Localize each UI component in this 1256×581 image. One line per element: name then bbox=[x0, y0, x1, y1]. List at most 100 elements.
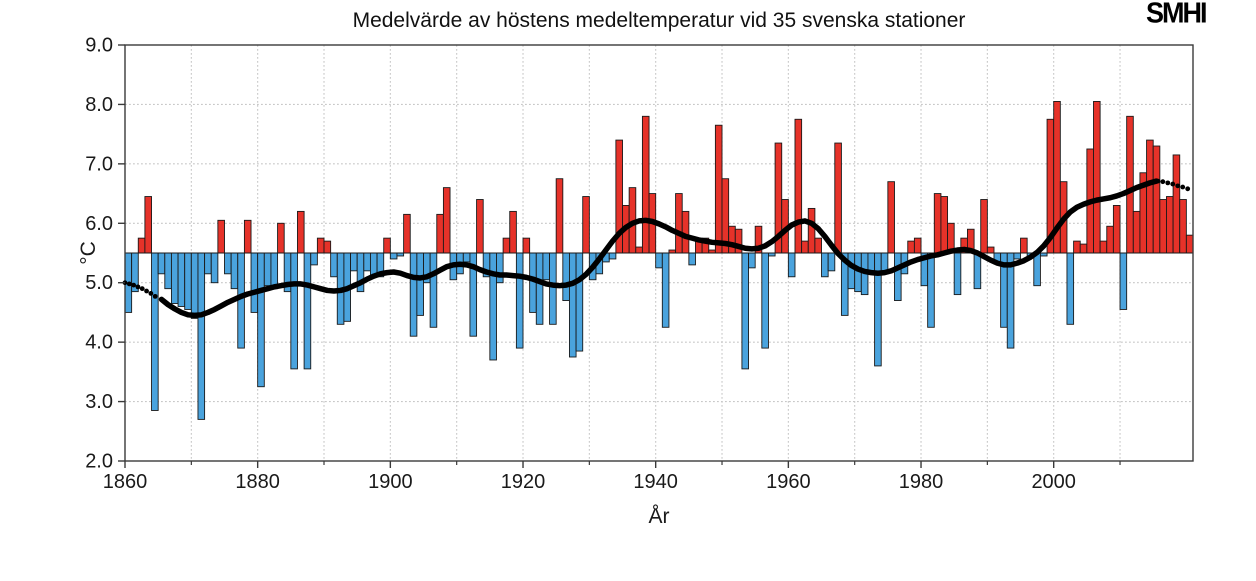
bar-1880 bbox=[257, 252, 265, 388]
bar-1938 bbox=[641, 115, 650, 254]
bar-1868 bbox=[177, 252, 186, 307]
bar-2002 bbox=[1066, 252, 1075, 325]
trend-dot bbox=[131, 282, 137, 288]
bar-1879 bbox=[250, 252, 259, 313]
bar-1926 bbox=[562, 252, 570, 301]
bar-1953 bbox=[741, 252, 750, 370]
bar-1945 bbox=[688, 252, 696, 266]
x-tick-label: 1880 bbox=[235, 471, 280, 493]
bar-1903 bbox=[409, 252, 418, 337]
bar-1864 bbox=[151, 252, 159, 411]
bar-1907 bbox=[436, 213, 444, 254]
chart-title: Medelvärde av höstens medeltemperatur vi… bbox=[352, 9, 966, 32]
bar-1882 bbox=[270, 252, 279, 290]
bar-1889 bbox=[316, 237, 325, 254]
bar-1881 bbox=[263, 252, 272, 287]
bar-1975 bbox=[887, 181, 895, 254]
bar-1995 bbox=[1020, 237, 1028, 254]
x-tick-label: 1940 bbox=[633, 471, 678, 493]
bar-1890 bbox=[323, 240, 332, 254]
bar-2008 bbox=[1106, 225, 1114, 254]
y-tick-label: 9.0 bbox=[85, 35, 113, 57]
bar-1873 bbox=[210, 252, 219, 284]
bar-1960 bbox=[787, 252, 796, 278]
bar-1933 bbox=[608, 252, 617, 260]
bar-1896 bbox=[363, 252, 371, 272]
y-tick-label: 4.0 bbox=[85, 332, 113, 354]
bar-1876 bbox=[230, 252, 239, 290]
bar-1918 bbox=[509, 210, 517, 254]
bar-1944 bbox=[681, 210, 690, 254]
bar-1928 bbox=[575, 252, 584, 352]
bar-2011 bbox=[1126, 115, 1134, 254]
bar-1888 bbox=[310, 252, 318, 266]
bar-1894 bbox=[350, 252, 358, 272]
bar-1941 bbox=[661, 252, 670, 328]
bar-1877 bbox=[237, 252, 245, 349]
bar-1922 bbox=[535, 252, 544, 325]
bar-1925 bbox=[555, 178, 564, 254]
bar-1978 bbox=[907, 240, 915, 254]
bar-2010 bbox=[1119, 252, 1128, 310]
bar-1886 bbox=[297, 210, 305, 254]
y-tick-label: 5.0 bbox=[85, 272, 113, 294]
bar-1885 bbox=[290, 252, 298, 370]
bar-2004 bbox=[1079, 243, 1088, 254]
bar-2014 bbox=[1146, 139, 1154, 254]
bar-1923 bbox=[542, 252, 550, 281]
bar-1943 bbox=[675, 193, 683, 254]
bar-1940 bbox=[655, 252, 663, 269]
trend-dot bbox=[1155, 178, 1161, 184]
bar-1865 bbox=[157, 252, 166, 275]
bar-2019 bbox=[1179, 199, 1187, 254]
bar-1899 bbox=[383, 237, 391, 254]
bar-1994 bbox=[1013, 252, 1021, 260]
bar-2020 bbox=[1185, 234, 1194, 254]
y-tick-label: 6.0 bbox=[85, 213, 113, 235]
bar-1913 bbox=[476, 199, 484, 254]
bar-1887 bbox=[303, 252, 312, 370]
bar-2006 bbox=[1093, 101, 1101, 254]
bar-1919 bbox=[515, 252, 524, 349]
bar-1867 bbox=[170, 252, 179, 304]
bar-1875 bbox=[224, 252, 232, 275]
bar-1965 bbox=[821, 252, 829, 278]
y-tick-label: 8.0 bbox=[85, 94, 113, 116]
bar-1869 bbox=[184, 252, 192, 310]
bar-1863 bbox=[144, 196, 152, 254]
bar-1982 bbox=[933, 193, 942, 254]
bar-1954 bbox=[748, 252, 756, 269]
bar-2015 bbox=[1152, 145, 1161, 254]
bar-2009 bbox=[1112, 205, 1121, 254]
axis-frame bbox=[124, 44, 1194, 462]
bar-1900 bbox=[389, 252, 398, 260]
bar-1979 bbox=[913, 237, 922, 254]
trend-dot bbox=[1160, 179, 1166, 185]
bar-1874 bbox=[217, 219, 225, 254]
y-axis-label: °C bbox=[77, 241, 100, 265]
trend-dot bbox=[135, 284, 141, 290]
bar-1988 bbox=[973, 252, 982, 290]
trend-dot bbox=[126, 281, 132, 287]
x-tick-label: 2000 bbox=[1031, 471, 1076, 493]
bar-1878 bbox=[243, 219, 252, 254]
x-tick-label: 1980 bbox=[899, 471, 944, 493]
bar-1924 bbox=[549, 252, 557, 325]
y-tick-label: 7.0 bbox=[85, 153, 113, 175]
bar-2018 bbox=[1172, 154, 1181, 254]
bar-1871 bbox=[197, 252, 206, 420]
bar-1872 bbox=[204, 252, 212, 275]
bar-1997 bbox=[1033, 252, 1041, 287]
smhi-logo: SMHI bbox=[1146, 0, 1207, 29]
bar-2016 bbox=[1159, 199, 1167, 254]
bar-1929 bbox=[582, 196, 590, 254]
trend-dot bbox=[1185, 186, 1191, 192]
bar-1956 bbox=[761, 252, 769, 349]
trend-dot bbox=[139, 286, 145, 292]
bar-1908 bbox=[442, 187, 451, 254]
bar-1862 bbox=[137, 237, 146, 254]
x-tick-label: 1860 bbox=[103, 471, 148, 493]
bar-1866 bbox=[164, 252, 172, 290]
